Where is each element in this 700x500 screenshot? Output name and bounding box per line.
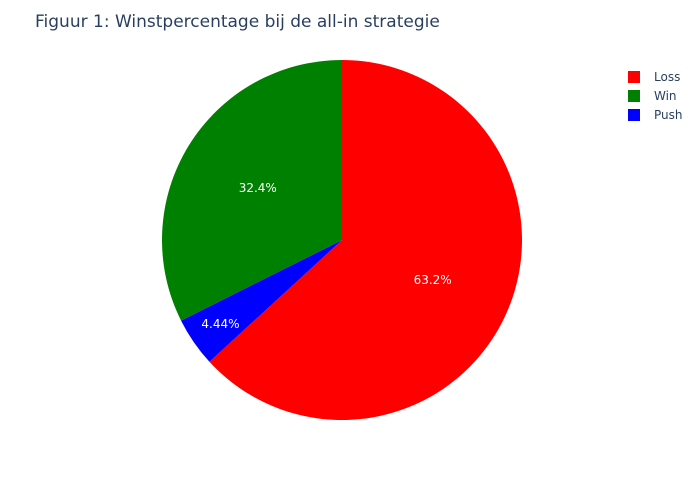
slice-label-push: 4.44% — [201, 317, 239, 331]
pie-slice-loss[interactable] — [209, 60, 523, 420]
legend-item-push[interactable]: Push — [628, 105, 683, 124]
slice-label-win: 32.4% — [239, 181, 277, 195]
legend-label: Loss — [654, 69, 681, 84]
legend: Loss Win Push — [628, 67, 683, 124]
pie-slice-win[interactable] — [162, 60, 342, 321]
legend-swatch — [628, 89, 640, 102]
pie-slice-push[interactable] — [181, 240, 342, 362]
legend-item-win[interactable]: Win — [628, 86, 683, 105]
legend-label: Push — [654, 107, 683, 122]
legend-swatch — [628, 70, 640, 83]
legend-label: Win — [654, 88, 677, 103]
legend-item-loss[interactable]: Loss — [628, 67, 683, 86]
slice-label-loss: 63.2% — [414, 273, 452, 287]
chart-title: Figuur 1: Winstpercentage bij de all-in … — [35, 12, 440, 32]
legend-swatch — [628, 108, 640, 121]
